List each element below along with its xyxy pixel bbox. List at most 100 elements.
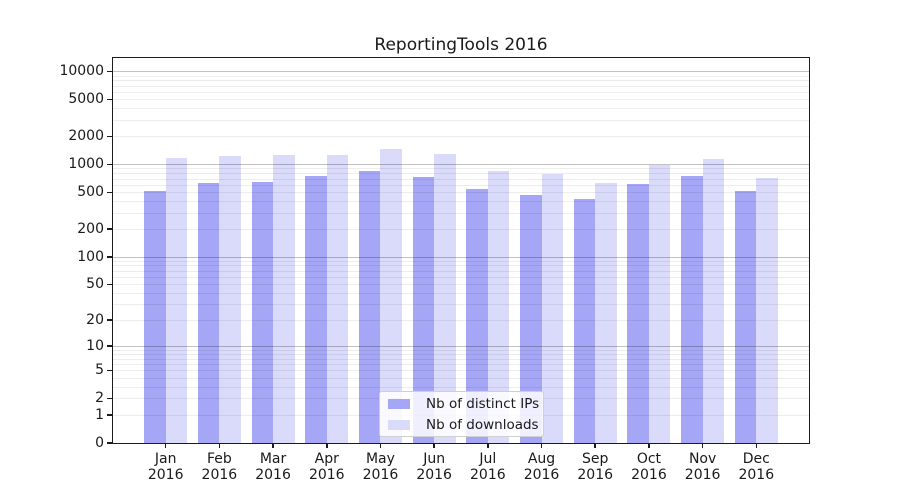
legend-swatch-distinct-ips — [388, 398, 410, 409]
gridline-major — [113, 164, 809, 166]
bar-downloads-may — [380, 149, 402, 444]
x-tick-year: 2016 — [147, 467, 184, 483]
gridline-major — [113, 256, 809, 258]
x-tick-year: 2016 — [523, 467, 560, 483]
x-tick-year: 2016 — [255, 467, 291, 483]
legend-swatch-downloads — [388, 419, 410, 430]
bar-distinct-ips-apr — [305, 175, 327, 444]
bar-downloads-oct — [648, 165, 671, 444]
gridline-minor — [113, 270, 809, 272]
gridline-minor — [113, 192, 809, 194]
gridline-minor — [113, 353, 809, 355]
x-axis-tick-label: Jan 2016 — [136, 451, 196, 483]
bar-downloads-aug — [541, 174, 564, 444]
gridline-minor — [113, 92, 809, 94]
x-tick-month: Jun — [423, 451, 446, 467]
bar-distinct-ips-jul — [466, 189, 488, 444]
x-axis-tick — [594, 444, 596, 448]
x-tick-month: Aug — [527, 451, 556, 467]
bar-downloads-nov — [702, 159, 725, 444]
legend-item-downloads: Nb of downloads — [388, 417, 539, 433]
x-tick-year: 2016 — [362, 467, 399, 483]
x-axis-tick — [487, 444, 489, 448]
y-axis-tick-label: 1 — [95, 406, 104, 423]
x-tick-year: 2016 — [201, 467, 238, 483]
y-axis-tick — [107, 256, 112, 258]
x-tick-month: Oct — [636, 451, 662, 467]
y-axis-tick — [107, 191, 112, 194]
gridline-minor — [113, 85, 809, 87]
gridline-minor — [113, 184, 809, 186]
x-tick-year: 2016 — [738, 467, 775, 483]
gridline-minor — [113, 178, 809, 180]
x-tick-year: 2016 — [631, 467, 667, 483]
x-tick-month: Jan — [154, 451, 177, 467]
x-tick-month: Dec — [742, 451, 770, 467]
x-axis-tick-label: Feb 2016 — [189, 451, 249, 483]
x-tick-year: 2016 — [416, 467, 452, 483]
bar-distinct-ips-nov — [681, 176, 703, 444]
bar-downloads-feb — [219, 156, 241, 444]
x-axis-tick — [648, 444, 650, 448]
x-axis-tick — [272, 444, 274, 448]
gridline-minor — [113, 168, 809, 170]
gridline-minor — [113, 304, 809, 306]
x-axis-tick-label: Apr 2016 — [297, 451, 357, 483]
y-axis-tick-label: 5 — [95, 362, 104, 379]
bar-distinct-ips-jan — [144, 191, 166, 444]
bar-distinct-ips-dec — [734, 191, 757, 444]
x-tick-month: May — [365, 451, 395, 467]
gridline-minor — [113, 292, 809, 294]
gridline-minor — [113, 119, 809, 121]
x-tick-year: 2016 — [308, 467, 345, 483]
x-tick-year: 2016 — [577, 467, 614, 483]
gridline-major — [113, 71, 809, 73]
x-axis-tick — [218, 444, 221, 448]
bar-distinct-ips-may — [358, 170, 381, 444]
legend-item-distinct-ips: Nb of distinct IPs — [388, 396, 539, 412]
x-tick-month: Sep — [582, 451, 609, 467]
x-tick-month: Nov — [688, 451, 717, 467]
x-axis-tick-label: Oct 2016 — [619, 451, 679, 483]
x-axis-tick — [326, 444, 328, 448]
y-axis-tick — [107, 70, 112, 73]
bar-downloads-sep — [595, 182, 617, 444]
gridline-minor — [113, 386, 809, 388]
legend: Nb of distinct IPs Nb of downloads — [379, 391, 544, 437]
y-axis-tick — [107, 345, 112, 347]
gridline-minor — [113, 228, 809, 230]
gridline-minor — [113, 260, 809, 262]
y-axis-tick — [107, 397, 112, 400]
legend-label-downloads: Nb of downloads — [426, 416, 539, 433]
gridline-minor — [113, 276, 809, 278]
x-axis-tick-label: Jun 2016 — [404, 451, 464, 483]
y-axis-tick-label: 10 — [86, 337, 104, 354]
gridline-minor — [113, 370, 809, 372]
y-axis-tick — [107, 228, 112, 230]
chart-title: ReportingTools 2016 — [374, 35, 548, 55]
x-axis-tick-label: Mar 2016 — [243, 451, 303, 483]
bar-distinct-ips-mar — [251, 181, 274, 444]
bar-distinct-ips-oct — [627, 184, 649, 444]
x-axis-tick — [433, 444, 435, 448]
gridline-minor — [113, 136, 809, 138]
gridline-minor — [113, 108, 809, 110]
gridline-minor — [113, 212, 809, 214]
x-tick-month: Feb — [206, 451, 232, 467]
gridline-minor — [113, 284, 809, 286]
bar-downloads-apr — [326, 155, 349, 444]
x-axis-tick-label: Sep 2016 — [565, 451, 625, 483]
y-axis-tick — [107, 163, 112, 166]
bar-distinct-ips-jun — [412, 176, 435, 444]
gridline-minor — [113, 377, 809, 379]
legend-label-distinct-ips: Nb of distinct IPs — [426, 395, 540, 412]
gridline-minor — [113, 99, 809, 101]
x-axis-tick-label: Jul 2016 — [458, 451, 518, 483]
gridline-minor — [113, 201, 809, 203]
bar-distinct-ips-aug — [520, 195, 542, 444]
y-axis-tick-label: 0 — [95, 434, 104, 451]
